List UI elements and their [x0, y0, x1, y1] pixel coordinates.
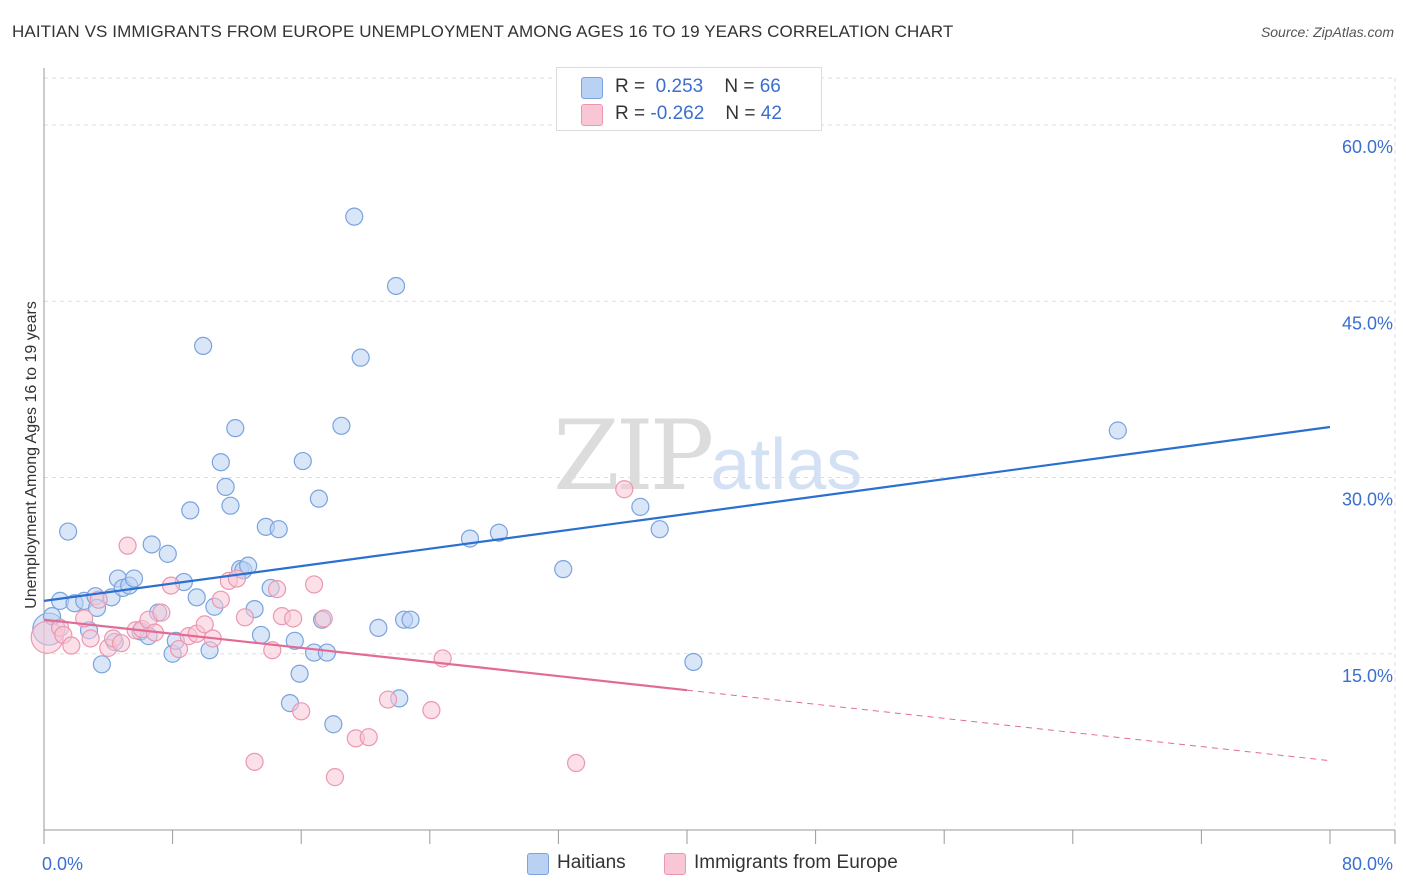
europe-point [211, 590, 230, 609]
haitians-point [269, 520, 288, 539]
haitians-point [158, 544, 177, 563]
r-label: R = [615, 103, 646, 124]
axes [43, 68, 1396, 844]
y-axis-title: Unemployment Among Ages 16 to 19 years [23, 301, 40, 609]
europe-point [615, 480, 634, 499]
haitians-point [631, 497, 650, 516]
europe-point [62, 636, 81, 655]
tick-labels: Unemployment Among Ages 16 to 19 years 15… [23, 137, 1393, 874]
europe-point [227, 569, 246, 588]
haitians-point [194, 336, 213, 355]
y-tick-label: 15.0% [1342, 666, 1393, 686]
haitians-point [293, 451, 312, 471]
haitians-swatch [581, 77, 603, 99]
r-value: 0.253 [650, 76, 704, 97]
haitians-point [309, 489, 328, 508]
n-value: 42 [760, 103, 782, 124]
europe-point [235, 608, 255, 627]
gridlines [44, 77, 1396, 830]
haitians-point [251, 625, 271, 645]
haitians-point [216, 477, 235, 496]
r-label: R = [615, 76, 646, 97]
n-label: N = [724, 76, 755, 97]
europe-point [81, 629, 100, 648]
haitians-point [290, 664, 309, 683]
legend-row-text: R = -0.262 N = 42 [615, 103, 782, 125]
haitians-point [221, 496, 240, 515]
chart-title: HAITIAN VS IMMIGRANTS FROM EUROPE UNEMPL… [12, 22, 954, 41]
haitians-point [401, 610, 420, 629]
haitians-point [187, 588, 206, 607]
haitians-legend-swatch [527, 853, 549, 875]
x-tick-label: 0.0% [42, 854, 83, 874]
correlation-legend: R = 0.253 N = 66 R = -0.262 N = 42 [556, 67, 822, 131]
europe-point [169, 639, 189, 659]
haitians-point [489, 523, 509, 542]
europe-point [314, 609, 333, 628]
europe-point [359, 728, 378, 747]
europe-point [566, 753, 586, 773]
haitians-point [211, 453, 230, 472]
europe-point [267, 580, 287, 599]
haitians-point [369, 618, 388, 638]
haitians-point [351, 348, 370, 367]
haitians-legend-label: Haitians [557, 852, 626, 873]
haitians-point [124, 569, 144, 588]
haitians-point [142, 535, 161, 554]
europe-point [422, 701, 441, 720]
haitians-point [285, 631, 304, 650]
r-value: -0.262 [650, 103, 705, 124]
europe-point [292, 702, 311, 721]
haitians-point [345, 207, 364, 226]
haitians-point [332, 416, 351, 435]
scatter-points [30, 207, 1127, 787]
haitians-point [226, 419, 245, 438]
watermark-atlas: atlas [710, 425, 863, 505]
x-tick-label: 80.0% [1342, 854, 1393, 874]
europe-point [304, 575, 324, 594]
haitians-point [554, 560, 573, 579]
legend-row-text: R = 0.253 N = 66 [615, 76, 781, 98]
y-tick-label: 60.0% [1342, 137, 1393, 157]
source-label: Source: ZipAtlas.com [1260, 24, 1394, 40]
haitians-point [324, 715, 343, 734]
haitians-point [1108, 421, 1127, 440]
trend-lines [43, 425, 1331, 762]
haitians-trend-line [43, 425, 1331, 602]
watermark-zip: ZIP [553, 400, 714, 512]
watermark: ZIPatlas [553, 400, 862, 512]
europe-point [325, 768, 345, 787]
europe-point [89, 590, 108, 609]
n-value: 66 [759, 76, 781, 97]
haitians-point [650, 520, 669, 539]
haitians-point [684, 652, 703, 672]
y-tick-label: 30.0% [1342, 490, 1393, 510]
y-tick-label: 45.0% [1342, 313, 1393, 333]
europe-point [284, 609, 303, 628]
europe-swatch [581, 104, 603, 126]
europe-point [195, 615, 214, 634]
n-label: N = [725, 103, 756, 124]
europe-point [152, 603, 171, 622]
haitians-point [181, 501, 200, 520]
europe-point [112, 634, 131, 653]
europe-point [118, 536, 137, 555]
haitians-point [59, 522, 78, 541]
europe-trend-line-extrapolated [686, 689, 1331, 762]
europe-point [245, 752, 264, 771]
europe-legend-label: Immigrants from Europe [694, 852, 898, 873]
haitians-point [317, 643, 337, 662]
haitians-point [386, 276, 406, 296]
haitians-point [92, 655, 111, 674]
europe-point [378, 690, 398, 709]
europe-legend-swatch [664, 853, 686, 875]
europe-trend-line [43, 618, 688, 692]
